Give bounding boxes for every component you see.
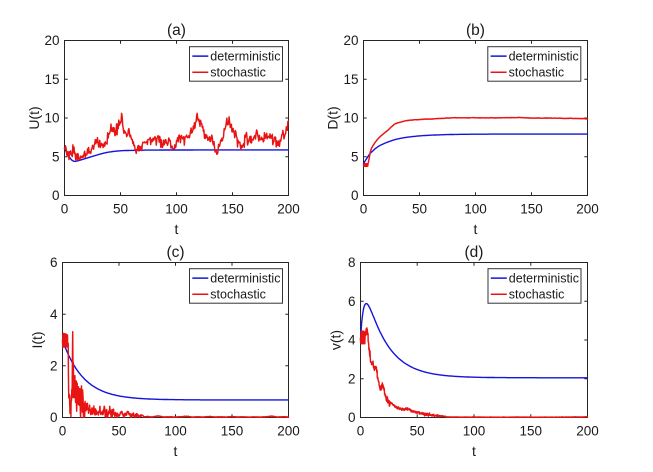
svg-text:0: 0: [52, 188, 60, 203]
svg-text:8: 8: [348, 255, 356, 270]
svg-text:150: 150: [520, 202, 543, 217]
svg-text:5: 5: [351, 149, 359, 164]
svg-text:15: 15: [44, 72, 59, 87]
svg-text:v(t): v(t): [328, 330, 344, 350]
svg-text:100: 100: [164, 424, 187, 439]
svg-text:(c): (c): [166, 244, 184, 261]
svg-text:0: 0: [61, 202, 69, 217]
svg-text:200: 200: [576, 202, 599, 217]
svg-text:20: 20: [44, 33, 59, 48]
svg-text:2: 2: [348, 371, 356, 386]
svg-text:0: 0: [357, 424, 365, 439]
svg-text:U(t): U(t): [26, 106, 42, 129]
svg-text:200: 200: [277, 202, 300, 217]
svg-text:I(t): I(t): [29, 331, 45, 348]
svg-text:t: t: [474, 221, 478, 237]
svg-text:100: 100: [463, 424, 486, 439]
svg-text:deterministic: deterministic: [210, 271, 280, 285]
svg-text:150: 150: [221, 424, 244, 439]
svg-text:4: 4: [50, 307, 58, 322]
svg-text:50: 50: [113, 202, 128, 217]
svg-text:20: 20: [343, 33, 358, 48]
svg-text:6: 6: [348, 294, 356, 309]
svg-text:(b): (b): [466, 22, 485, 39]
svg-text:5: 5: [52, 149, 60, 164]
svg-text:0: 0: [351, 188, 359, 203]
svg-text:t: t: [174, 443, 178, 459]
svg-text:15: 15: [343, 72, 358, 87]
svg-text:0: 0: [50, 410, 58, 425]
svg-text:10: 10: [343, 111, 358, 126]
svg-text:2: 2: [50, 358, 58, 373]
svg-text:200: 200: [277, 424, 300, 439]
svg-text:150: 150: [520, 424, 543, 439]
svg-text:50: 50: [111, 424, 126, 439]
svg-text:t: t: [472, 443, 476, 459]
svg-text:stochastic: stochastic: [210, 288, 266, 302]
svg-text:10: 10: [44, 111, 59, 126]
svg-text:stochastic: stochastic: [509, 66, 565, 80]
svg-text:(a): (a): [167, 22, 186, 39]
svg-text:0: 0: [59, 424, 67, 439]
svg-text:4: 4: [348, 333, 356, 348]
svg-text:stochastic: stochastic: [210, 66, 266, 80]
svg-text:50: 50: [412, 202, 427, 217]
svg-text:100: 100: [464, 202, 487, 217]
svg-text:t: t: [175, 221, 179, 237]
svg-text:200: 200: [576, 424, 599, 439]
svg-text:deterministic: deterministic: [210, 49, 280, 63]
svg-text:100: 100: [165, 202, 188, 217]
svg-text:stochastic: stochastic: [509, 288, 565, 302]
svg-text:deterministic: deterministic: [509, 271, 579, 285]
svg-text:D(t): D(t): [324, 106, 340, 129]
svg-text:6: 6: [50, 255, 58, 270]
svg-text:(d): (d): [465, 244, 484, 261]
svg-text:0: 0: [360, 202, 368, 217]
svg-text:50: 50: [410, 424, 425, 439]
svg-text:150: 150: [221, 202, 244, 217]
svg-text:0: 0: [348, 410, 356, 425]
svg-text:deterministic: deterministic: [509, 49, 579, 63]
